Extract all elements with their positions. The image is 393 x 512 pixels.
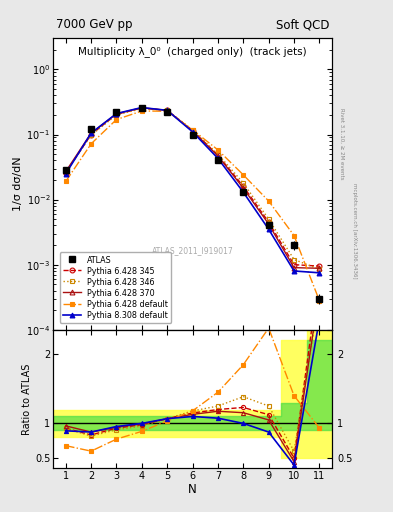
Text: mcplots.cern.ch [arXiv:1306.3436]: mcplots.cern.ch [arXiv:1306.3436]: [352, 183, 357, 278]
Text: Rivet 3.1.10, ≥ 2M events: Rivet 3.1.10, ≥ 2M events: [339, 108, 344, 179]
X-axis label: N: N: [188, 483, 197, 496]
Legend: ATLAS, Pythia 6.428 345, Pythia 6.428 346, Pythia 6.428 370, Pythia 6.428 defaul: ATLAS, Pythia 6.428 345, Pythia 6.428 34…: [60, 252, 171, 323]
Y-axis label: Ratio to ATLAS: Ratio to ATLAS: [22, 364, 32, 435]
Text: 7000 GeV pp: 7000 GeV pp: [56, 18, 132, 31]
Y-axis label: 1/σ dσ/dN: 1/σ dσ/dN: [13, 157, 23, 211]
Text: Soft QCD: Soft QCD: [276, 18, 329, 31]
Text: ATLAS_2011_I919017: ATLAS_2011_I919017: [152, 247, 233, 255]
Text: Multiplicity λ_0⁰  (charged only)  (track jets): Multiplicity λ_0⁰ (charged only) (track …: [78, 46, 307, 57]
